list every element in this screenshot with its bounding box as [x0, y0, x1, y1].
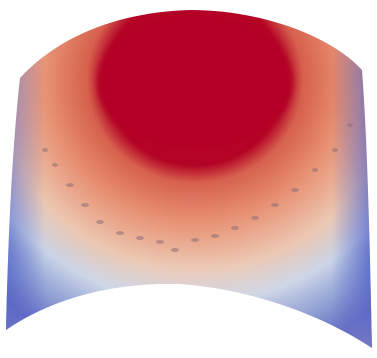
surface-bumps [42, 123, 353, 252]
hot-zone [97, 14, 293, 150]
